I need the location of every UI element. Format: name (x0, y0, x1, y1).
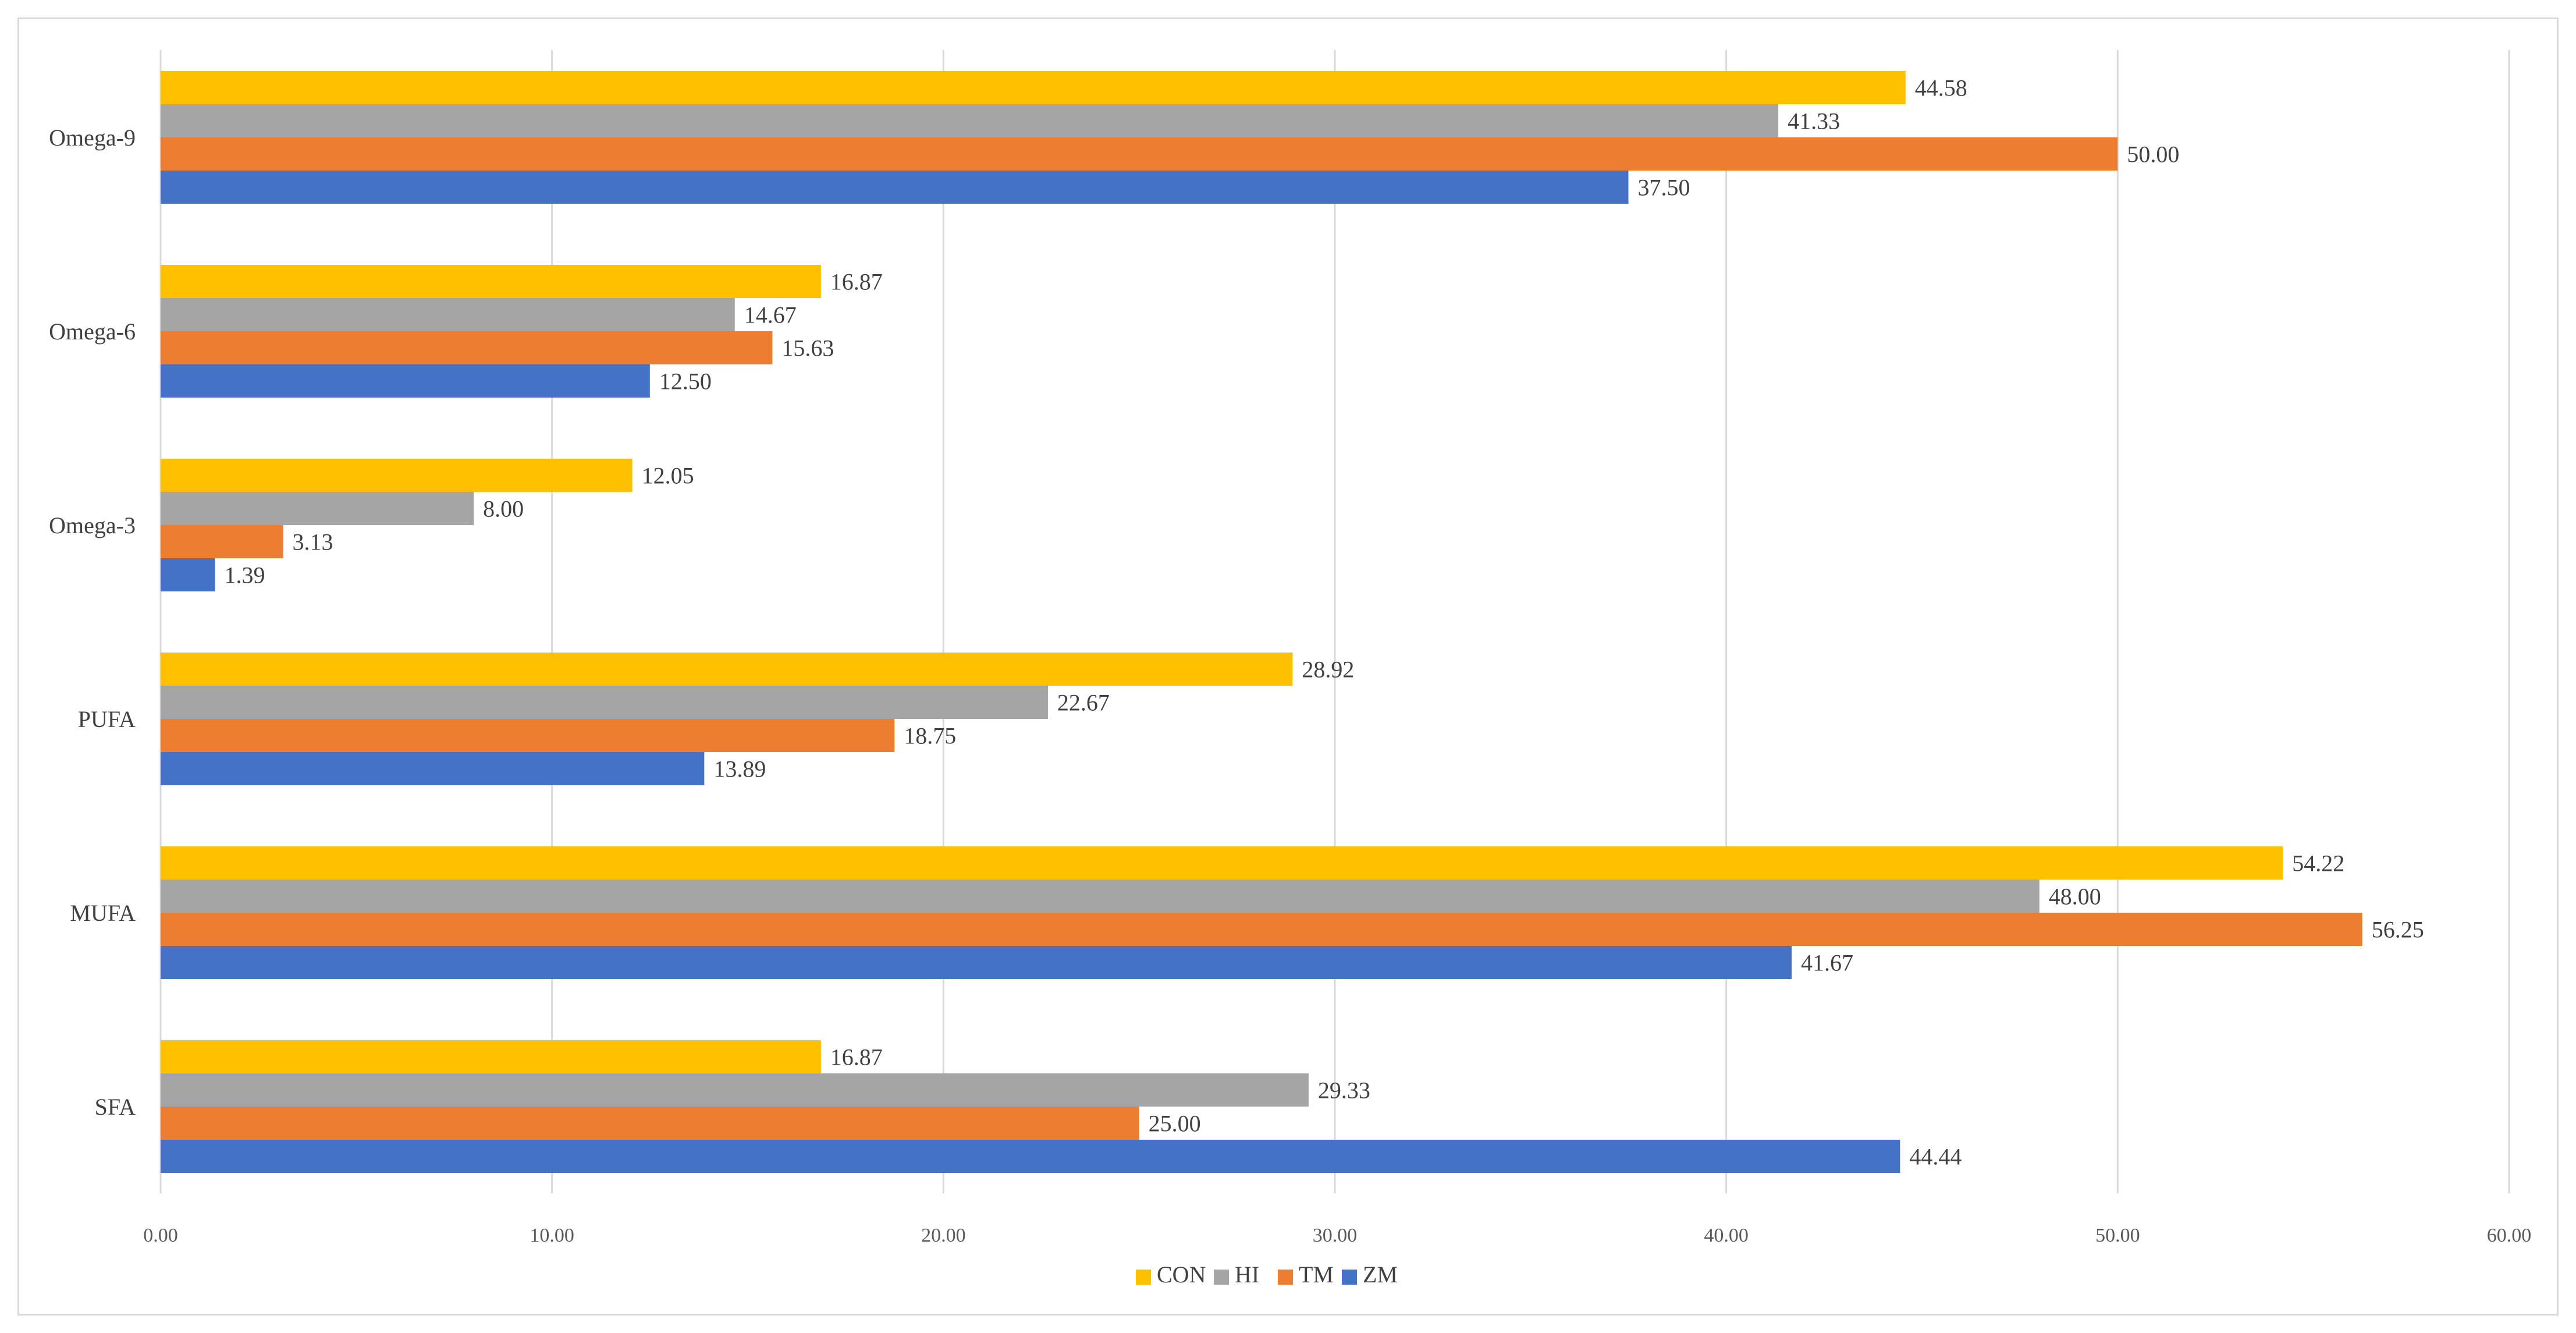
bar (161, 298, 735, 331)
data-label: 1.39 (225, 562, 265, 588)
category-label: MUFA (70, 900, 136, 926)
bar (161, 492, 474, 525)
bar (161, 1040, 821, 1073)
bar (161, 913, 2362, 946)
axes: 0.00 10.00 20.00 30.00 40.00 50.00 60.00 Omega-… (49, 125, 2531, 1246)
data-label: 54.22 (2292, 850, 2344, 877)
data-label: 25.00 (1149, 1111, 1201, 1137)
bar (161, 946, 1792, 979)
bar (161, 104, 1779, 137)
legend-label: TM (1299, 1261, 1334, 1288)
data-labels: 44.58 41.33 50.00 37.50 16.87 14.67 15.63 12.50… (225, 75, 2424, 1170)
bar (161, 1073, 1309, 1107)
data-label: 13.89 (713, 756, 766, 782)
bar (161, 364, 650, 398)
data-label: 3.13 (293, 529, 333, 555)
bar (161, 752, 705, 785)
x-tick-label: 40.00 (1704, 1225, 1749, 1246)
x-tick-label: 50.00 (2095, 1225, 2140, 1246)
bar (161, 137, 2118, 171)
data-label: 28.92 (1302, 657, 1354, 683)
data-label: 8.00 (483, 496, 524, 522)
data-label: 12.05 (642, 463, 694, 489)
category-label: Omega-9 (49, 125, 136, 151)
bar (161, 525, 283, 558)
data-label: 15.63 (781, 335, 834, 361)
bar (161, 719, 895, 752)
data-label: 14.67 (744, 302, 797, 328)
category-label: Omega-3 (49, 512, 136, 538)
category-label: SFA (95, 1094, 136, 1120)
bar (161, 71, 1906, 104)
data-label: 18.75 (904, 723, 956, 749)
bar (161, 653, 1293, 686)
x-tick-label: 20.00 (921, 1225, 966, 1246)
data-label: 12.50 (659, 368, 712, 395)
bar (161, 331, 773, 364)
bar (161, 265, 821, 298)
legend-swatch (1136, 1270, 1151, 1285)
data-label: 56.25 (2372, 917, 2424, 943)
bar (161, 686, 1048, 719)
legend-swatch (1342, 1270, 1357, 1285)
data-label: 41.67 (1801, 950, 1853, 976)
x-tick-label: 60.00 (2487, 1225, 2532, 1246)
data-label: 50.00 (2127, 141, 2179, 168)
bar (161, 558, 215, 591)
data-label: 44.44 (1909, 1144, 1962, 1170)
data-label: 16.87 (830, 269, 883, 295)
bar (161, 846, 2283, 880)
legend-swatch (1278, 1270, 1293, 1285)
data-label: 41.33 (1788, 108, 1840, 134)
legend-label: HI (1235, 1261, 1259, 1288)
data-label: 44.58 (1915, 75, 1967, 101)
data-label: 22.67 (1057, 690, 1110, 716)
x-tick-label: 10.00 (530, 1225, 574, 1246)
legend-swatch (1214, 1270, 1229, 1285)
legend-label: CON (1157, 1261, 1206, 1288)
gridlines (159, 50, 2510, 1193)
category-label: Omega-6 (49, 318, 136, 345)
legend-label: ZM (1363, 1261, 1398, 1288)
bar (161, 459, 633, 492)
bar (161, 880, 2040, 913)
bar (161, 171, 1629, 204)
x-tick-label: 30.00 (1313, 1225, 1358, 1246)
data-label: 16.87 (830, 1044, 883, 1070)
data-label: 37.50 (1638, 175, 1690, 201)
data-label: 29.33 (1318, 1077, 1370, 1104)
bars (161, 71, 2362, 1173)
data-label: 48.00 (2049, 884, 2101, 910)
legend: CON HI TM ZM (1136, 1261, 1398, 1288)
category-label: PUFA (78, 706, 136, 732)
bar (161, 1107, 1139, 1140)
bar (161, 1140, 1900, 1173)
x-tick-label: 0.00 (143, 1225, 178, 1246)
